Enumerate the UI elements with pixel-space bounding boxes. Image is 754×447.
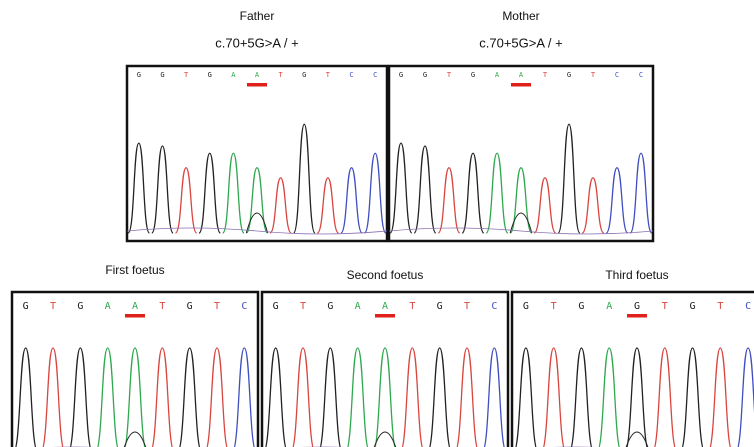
base-letter: G bbox=[399, 71, 403, 79]
base-letter: C bbox=[241, 301, 247, 312]
base-letter: G bbox=[327, 301, 333, 312]
base-letter: G bbox=[77, 301, 83, 312]
variant-marker bbox=[375, 314, 395, 318]
base-letter: C bbox=[745, 301, 751, 312]
base-letter: T bbox=[300, 301, 306, 312]
base-letter: T bbox=[159, 301, 165, 312]
variant-marker bbox=[125, 314, 145, 318]
variant-marker bbox=[627, 314, 647, 318]
base-letter: G bbox=[567, 71, 571, 79]
base-letter: G bbox=[137, 71, 141, 79]
base-letter: T bbox=[662, 301, 668, 312]
genotype-label: c.70+5G>A / + bbox=[479, 35, 562, 50]
base-letter: A bbox=[105, 301, 111, 312]
base-letter: G bbox=[302, 71, 306, 79]
panel-label: Second foetus bbox=[347, 268, 424, 282]
base-letter: T bbox=[214, 301, 220, 312]
base-letter: G bbox=[187, 301, 193, 312]
base-letter: C bbox=[349, 71, 353, 79]
panel-label: First foetus bbox=[105, 263, 164, 277]
base-letter: G bbox=[273, 301, 279, 312]
panel-label: Third foetus bbox=[605, 268, 668, 282]
base-letter: G bbox=[437, 301, 443, 312]
base-letter: A bbox=[132, 301, 138, 312]
base-letter: C bbox=[615, 71, 619, 79]
variant-marker bbox=[247, 83, 267, 87]
variant-marker bbox=[511, 83, 531, 87]
base-letter: G bbox=[160, 71, 164, 79]
base-letter: G bbox=[578, 301, 584, 312]
base-letter: G bbox=[471, 71, 475, 79]
panel-frame bbox=[389, 66, 653, 241]
base-letter: G bbox=[634, 301, 640, 312]
base-letter: A bbox=[382, 301, 388, 312]
base-letter: G bbox=[23, 301, 29, 312]
panel-frame bbox=[127, 66, 387, 241]
base-letter: C bbox=[491, 301, 497, 312]
base-letter: A bbox=[355, 301, 361, 312]
base-letter: A bbox=[606, 301, 612, 312]
base-letter: C bbox=[639, 71, 643, 79]
base-letter: T bbox=[464, 301, 470, 312]
figure: Father c.70+5G>A / + G G T G A A T G T C C Mother c.70… bbox=[0, 0, 754, 447]
base-letter: G bbox=[208, 71, 212, 79]
base-letter: C bbox=[373, 71, 377, 79]
base-letter: G bbox=[523, 301, 529, 312]
genotype-label: c.70+5G>A / + bbox=[215, 35, 298, 50]
page: {"panels": [ {"label": "Father", "genoty… bbox=[0, 0, 754, 447]
base-letter: G bbox=[690, 301, 696, 312]
base-letter: G bbox=[423, 71, 427, 79]
base-letter: T bbox=[717, 301, 723, 312]
base-letter: T bbox=[50, 301, 56, 312]
base-letter: T bbox=[409, 301, 415, 312]
panel-label: Mother bbox=[502, 9, 539, 23]
base-letter: T bbox=[551, 301, 557, 312]
panel-label: Father bbox=[240, 9, 275, 23]
